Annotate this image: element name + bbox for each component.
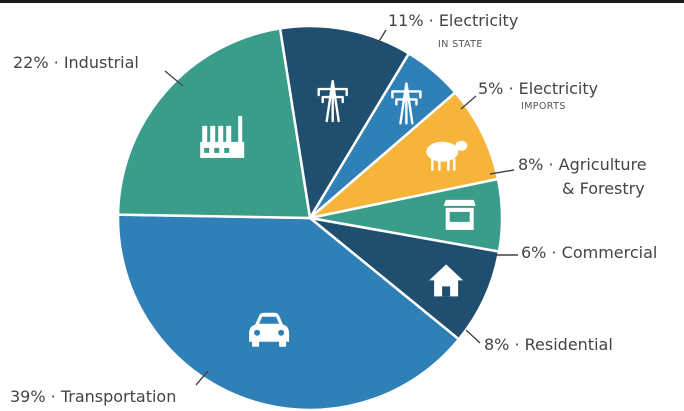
slice-label: 22% · Industrial [13, 53, 139, 72]
car-icon [249, 312, 290, 347]
slice-industrial [116, 26, 312, 220]
storefront-icon [443, 199, 476, 230]
slice-label: 8% · Residential [484, 335, 613, 354]
slice-label: 6% · Commercial [521, 243, 657, 262]
leader-line [164, 70, 184, 87]
house-icon [429, 264, 464, 297]
leader-line [489, 169, 515, 175]
slice-agriculture-forestry [305, 90, 500, 221]
power-pylon-icon [391, 82, 422, 125]
slice-label: 39% · Transportation [10, 387, 176, 406]
leader-line [465, 329, 481, 344]
leader-lines [164, 29, 518, 386]
pie-slices [116, 24, 504, 411]
slice-label: 8% · Agriculture [518, 155, 647, 174]
power-pylon-icon [317, 79, 348, 123]
leader-line [195, 370, 209, 386]
factory-icon [200, 115, 245, 158]
slice-sublabel: IN STATE [438, 39, 483, 50]
top-rule [0, 0, 684, 3]
slice-residential [305, 215, 501, 342]
leader-line [460, 95, 477, 110]
sheep-icon [426, 140, 468, 171]
slice-electricity-in-state [278, 24, 411, 222]
slice-label: 5% · Electricity [478, 79, 598, 98]
slice-transportation [116, 213, 461, 411]
slice-sublabel: IMPORTS [521, 101, 566, 112]
leader-line [375, 29, 387, 47]
slice-labels: 11% · Electricity IN STATE 5% · Electricit… [10, 11, 657, 406]
slice-label-line2: & Forestry [562, 179, 645, 198]
slice-label: 11% · Electricity [388, 11, 518, 30]
slice-icons [200, 79, 476, 347]
